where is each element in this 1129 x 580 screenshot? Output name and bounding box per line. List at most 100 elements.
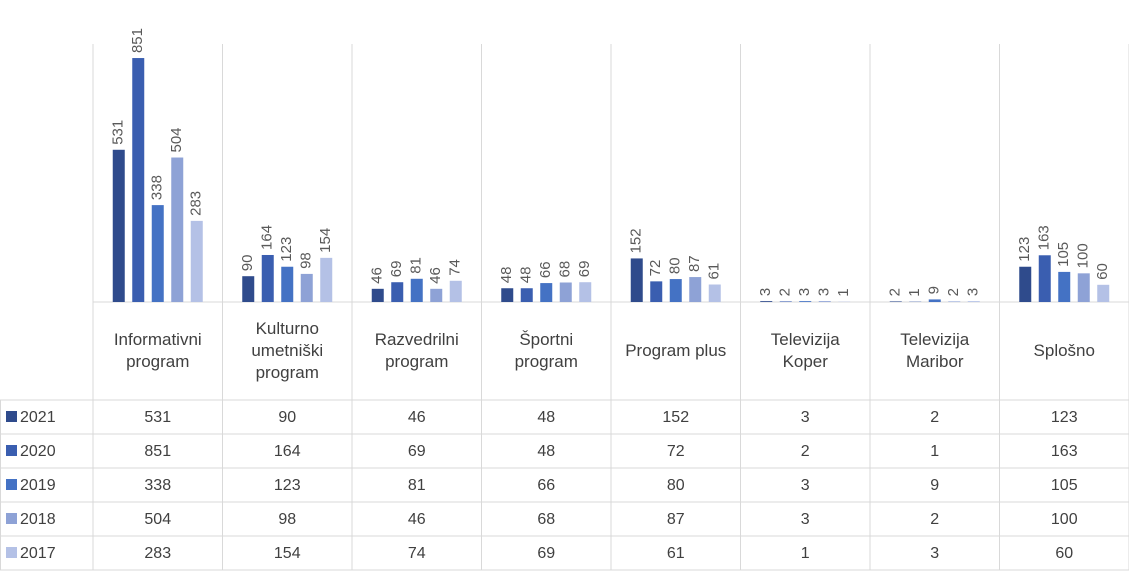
bar bbox=[708, 284, 721, 302]
data-label: 60 bbox=[1094, 263, 1111, 280]
bar bbox=[430, 288, 443, 302]
table-cell: 81 bbox=[408, 477, 426, 494]
bar bbox=[967, 301, 980, 302]
table-cell: 3 bbox=[801, 511, 810, 528]
table-cell: 504 bbox=[144, 511, 171, 528]
bar bbox=[579, 282, 592, 302]
data-label: 531 bbox=[110, 120, 127, 145]
data-label: 123 bbox=[278, 237, 295, 262]
table-cell: 1 bbox=[930, 443, 939, 460]
bar bbox=[1038, 255, 1051, 302]
legend-key bbox=[6, 445, 17, 456]
table-cell: 66 bbox=[537, 477, 555, 494]
category-cell: Informativni program bbox=[93, 302, 223, 400]
bar bbox=[630, 258, 643, 302]
table-cell: 2 bbox=[930, 409, 939, 426]
data-label: 9 bbox=[926, 286, 943, 294]
category-cell: Razvedrilni program bbox=[352, 302, 482, 400]
bar bbox=[320, 257, 333, 302]
table-cell: 48 bbox=[537, 443, 555, 460]
table-cell: 90 bbox=[278, 409, 296, 426]
legend-label: 2018 bbox=[20, 511, 56, 528]
bar bbox=[151, 205, 164, 302]
category-cell: Kulturno umetniški program bbox=[223, 302, 353, 400]
x-tick-label: Program plus bbox=[625, 340, 727, 360]
bar bbox=[371, 288, 384, 302]
bar bbox=[112, 149, 125, 302]
table-cell: 100 bbox=[1051, 511, 1078, 528]
bar bbox=[520, 288, 533, 302]
data-label: 69 bbox=[576, 261, 593, 278]
data-label: 154 bbox=[317, 228, 334, 253]
table-cell: 3 bbox=[801, 477, 810, 494]
bar bbox=[1077, 273, 1090, 302]
bar bbox=[501, 288, 514, 302]
x-tick-label: Splošno bbox=[1033, 340, 1095, 360]
data-label: 68 bbox=[557, 261, 574, 278]
table-cell: 69 bbox=[537, 545, 555, 562]
data-label: 81 bbox=[408, 257, 425, 274]
data-label: 3 bbox=[796, 288, 813, 296]
table-cell: 98 bbox=[278, 511, 296, 528]
data-label: 87 bbox=[686, 255, 703, 272]
table-cell: 531 bbox=[144, 409, 171, 426]
x-tick-label: Športni program bbox=[514, 329, 578, 371]
bar bbox=[1058, 271, 1071, 302]
data-label: 72 bbox=[647, 260, 664, 277]
data-label: 80 bbox=[667, 257, 684, 274]
data-label: 69 bbox=[388, 261, 405, 278]
category-cell: Splošno bbox=[1000, 302, 1129, 400]
bar bbox=[799, 301, 812, 302]
data-label: 3 bbox=[816, 288, 833, 296]
legend-label: 2017 bbox=[20, 545, 56, 562]
bar bbox=[928, 299, 941, 302]
table-cell: 9 bbox=[930, 477, 939, 494]
table-cell: 60 bbox=[1055, 545, 1073, 562]
legend-key bbox=[6, 479, 17, 490]
table-cell: 46 bbox=[408, 511, 426, 528]
data-label: 61 bbox=[706, 263, 723, 280]
data-label: 48 bbox=[518, 267, 535, 284]
bar bbox=[171, 157, 184, 302]
data-label: 1 bbox=[906, 288, 923, 296]
legend-key bbox=[6, 411, 17, 422]
table-cell: 1 bbox=[801, 545, 810, 562]
legend-key bbox=[6, 547, 17, 558]
bar bbox=[300, 273, 313, 302]
category-cell: Televizija Koper bbox=[741, 302, 871, 400]
data-label: 1 bbox=[835, 288, 852, 296]
data-label: 283 bbox=[188, 191, 205, 216]
table-cell: 87 bbox=[667, 511, 685, 528]
bar bbox=[689, 277, 702, 302]
table-cell: 3 bbox=[801, 409, 810, 426]
bar bbox=[669, 279, 682, 302]
table-cell: 68 bbox=[537, 511, 555, 528]
data-label: 152 bbox=[628, 228, 645, 253]
legend-key bbox=[6, 513, 17, 524]
table-cell: 163 bbox=[1051, 443, 1078, 460]
table-cell: 154 bbox=[274, 545, 301, 562]
table-cell: 80 bbox=[667, 477, 685, 494]
table-cell: 2 bbox=[930, 511, 939, 528]
data-label: 2 bbox=[945, 288, 962, 296]
bar bbox=[190, 220, 203, 302]
data-label: 338 bbox=[149, 175, 166, 200]
table-cell: 46 bbox=[408, 409, 426, 426]
data-label: 46 bbox=[427, 267, 444, 284]
x-tick-label: Televizija Maribor bbox=[900, 329, 970, 371]
data-label: 3 bbox=[965, 288, 982, 296]
bar bbox=[779, 301, 792, 302]
bar bbox=[242, 276, 255, 302]
x-tick-label: Informativni program bbox=[113, 329, 202, 371]
x-tick-label: Kulturno umetniški program bbox=[251, 318, 324, 383]
data-label: 48 bbox=[498, 267, 515, 284]
category-cell: Športni program bbox=[482, 302, 612, 400]
bar bbox=[818, 301, 831, 302]
bar bbox=[1019, 266, 1032, 302]
category-cell: Televizija Maribor bbox=[870, 302, 1000, 400]
data-label: 98 bbox=[298, 252, 315, 269]
table-cell: 164 bbox=[274, 443, 301, 460]
bar bbox=[261, 254, 274, 302]
data-label: 504 bbox=[168, 127, 185, 152]
